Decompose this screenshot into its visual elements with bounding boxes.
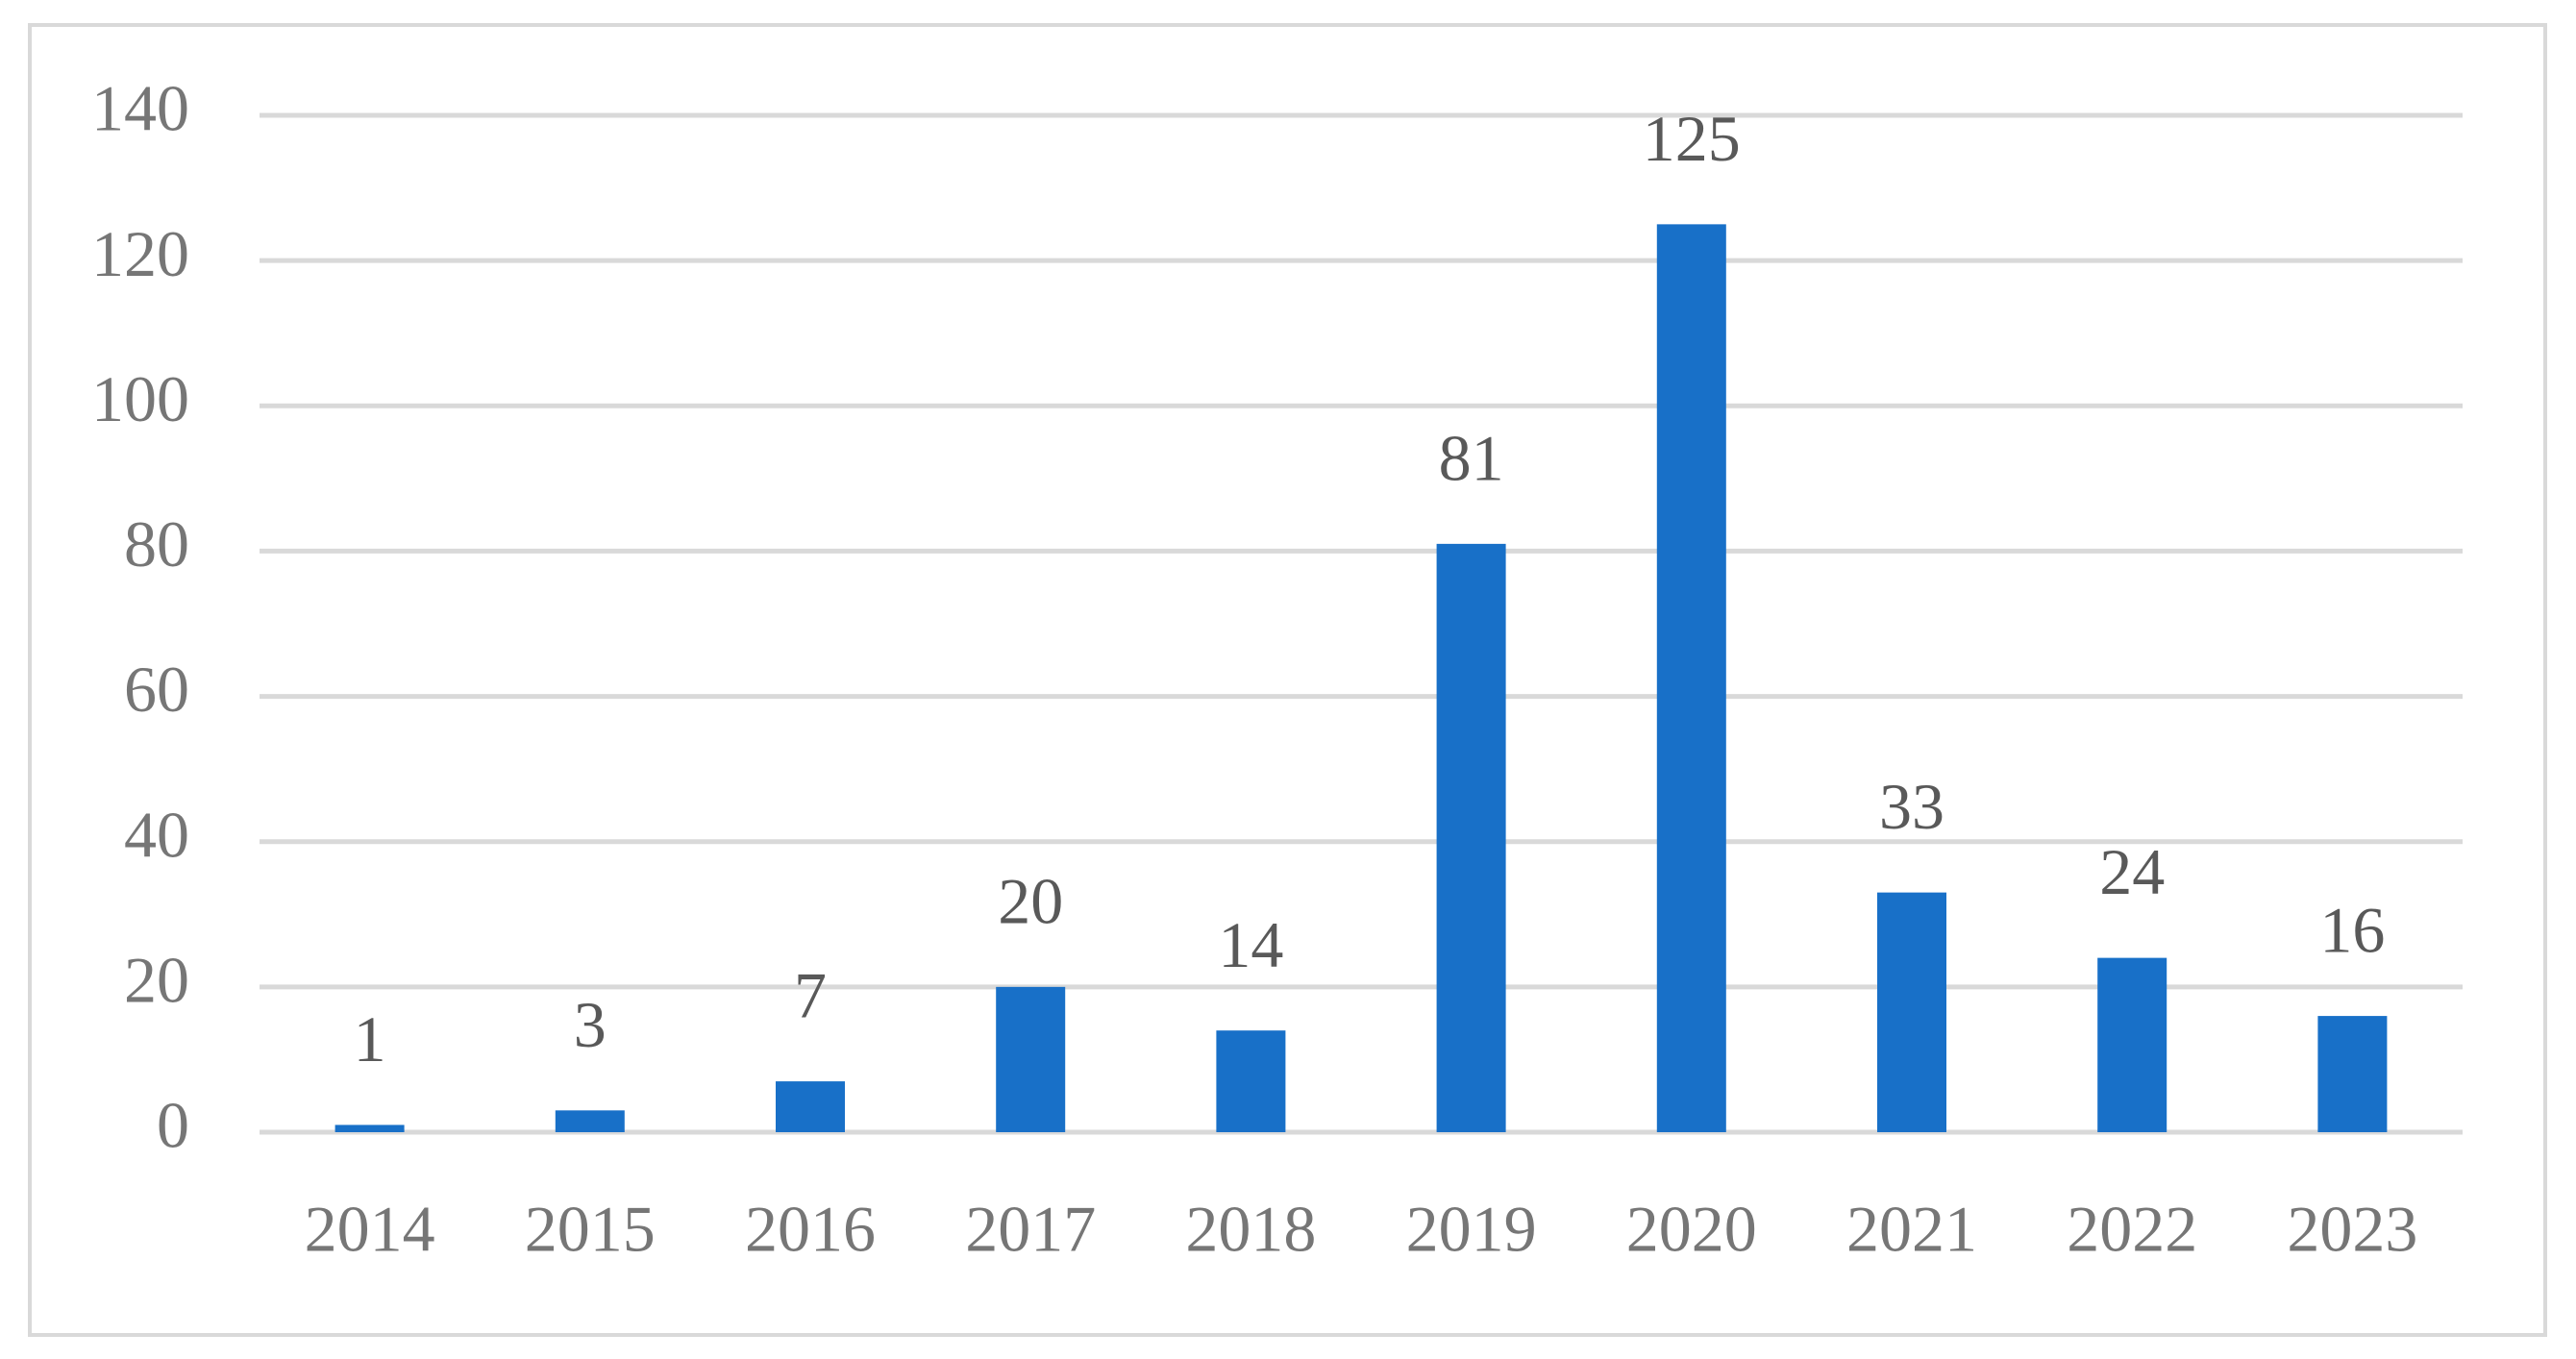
data-label: 24 xyxy=(2099,835,2165,908)
bar xyxy=(555,1110,625,1132)
bar xyxy=(2317,1016,2388,1132)
bar xyxy=(776,1081,845,1132)
x-tick-label: 2021 xyxy=(1846,1193,1977,1266)
data-label: 7 xyxy=(794,959,827,1032)
x-tick-label: 2014 xyxy=(305,1193,435,1266)
bar xyxy=(1436,543,1506,1132)
y-tick-label: 40 xyxy=(124,798,189,871)
data-label: 14 xyxy=(1218,908,1283,981)
y-tick-label: 60 xyxy=(124,653,189,726)
data-label: 1 xyxy=(354,1002,386,1075)
y-tick-label: 0 xyxy=(157,1089,189,1162)
x-tick-label: 2020 xyxy=(1626,1193,1757,1266)
data-label: 3 xyxy=(574,988,607,1061)
data-label: 125 xyxy=(1643,102,1741,175)
x-tick-label: 2015 xyxy=(525,1193,656,1266)
bar xyxy=(334,1124,405,1132)
x-tick-label: 2016 xyxy=(745,1193,876,1266)
data-label: 81 xyxy=(1439,421,1504,494)
x-tick-label: 2022 xyxy=(2067,1193,2197,1266)
y-tick-label: 100 xyxy=(91,362,189,435)
bar xyxy=(1656,224,1726,1132)
y-tick-label: 20 xyxy=(124,943,189,1016)
x-tick-label: 2023 xyxy=(2287,1193,2417,1266)
data-label: 16 xyxy=(2319,894,2385,967)
y-tick-label: 80 xyxy=(124,507,189,581)
x-tick-label: 2018 xyxy=(1185,1193,1316,1266)
x-tick-label: 2017 xyxy=(965,1193,1096,1266)
bar xyxy=(1877,892,1946,1132)
bar xyxy=(996,986,1066,1132)
data-label: 33 xyxy=(1879,770,1944,843)
y-tick-label: 120 xyxy=(91,217,189,290)
data-label: 20 xyxy=(998,864,1063,937)
chart-border xyxy=(28,23,2547,1337)
bar xyxy=(1216,1030,1286,1132)
x-tick-label: 2019 xyxy=(1406,1193,1537,1266)
y-tick-label: 140 xyxy=(91,72,189,145)
bar xyxy=(2097,957,2167,1132)
